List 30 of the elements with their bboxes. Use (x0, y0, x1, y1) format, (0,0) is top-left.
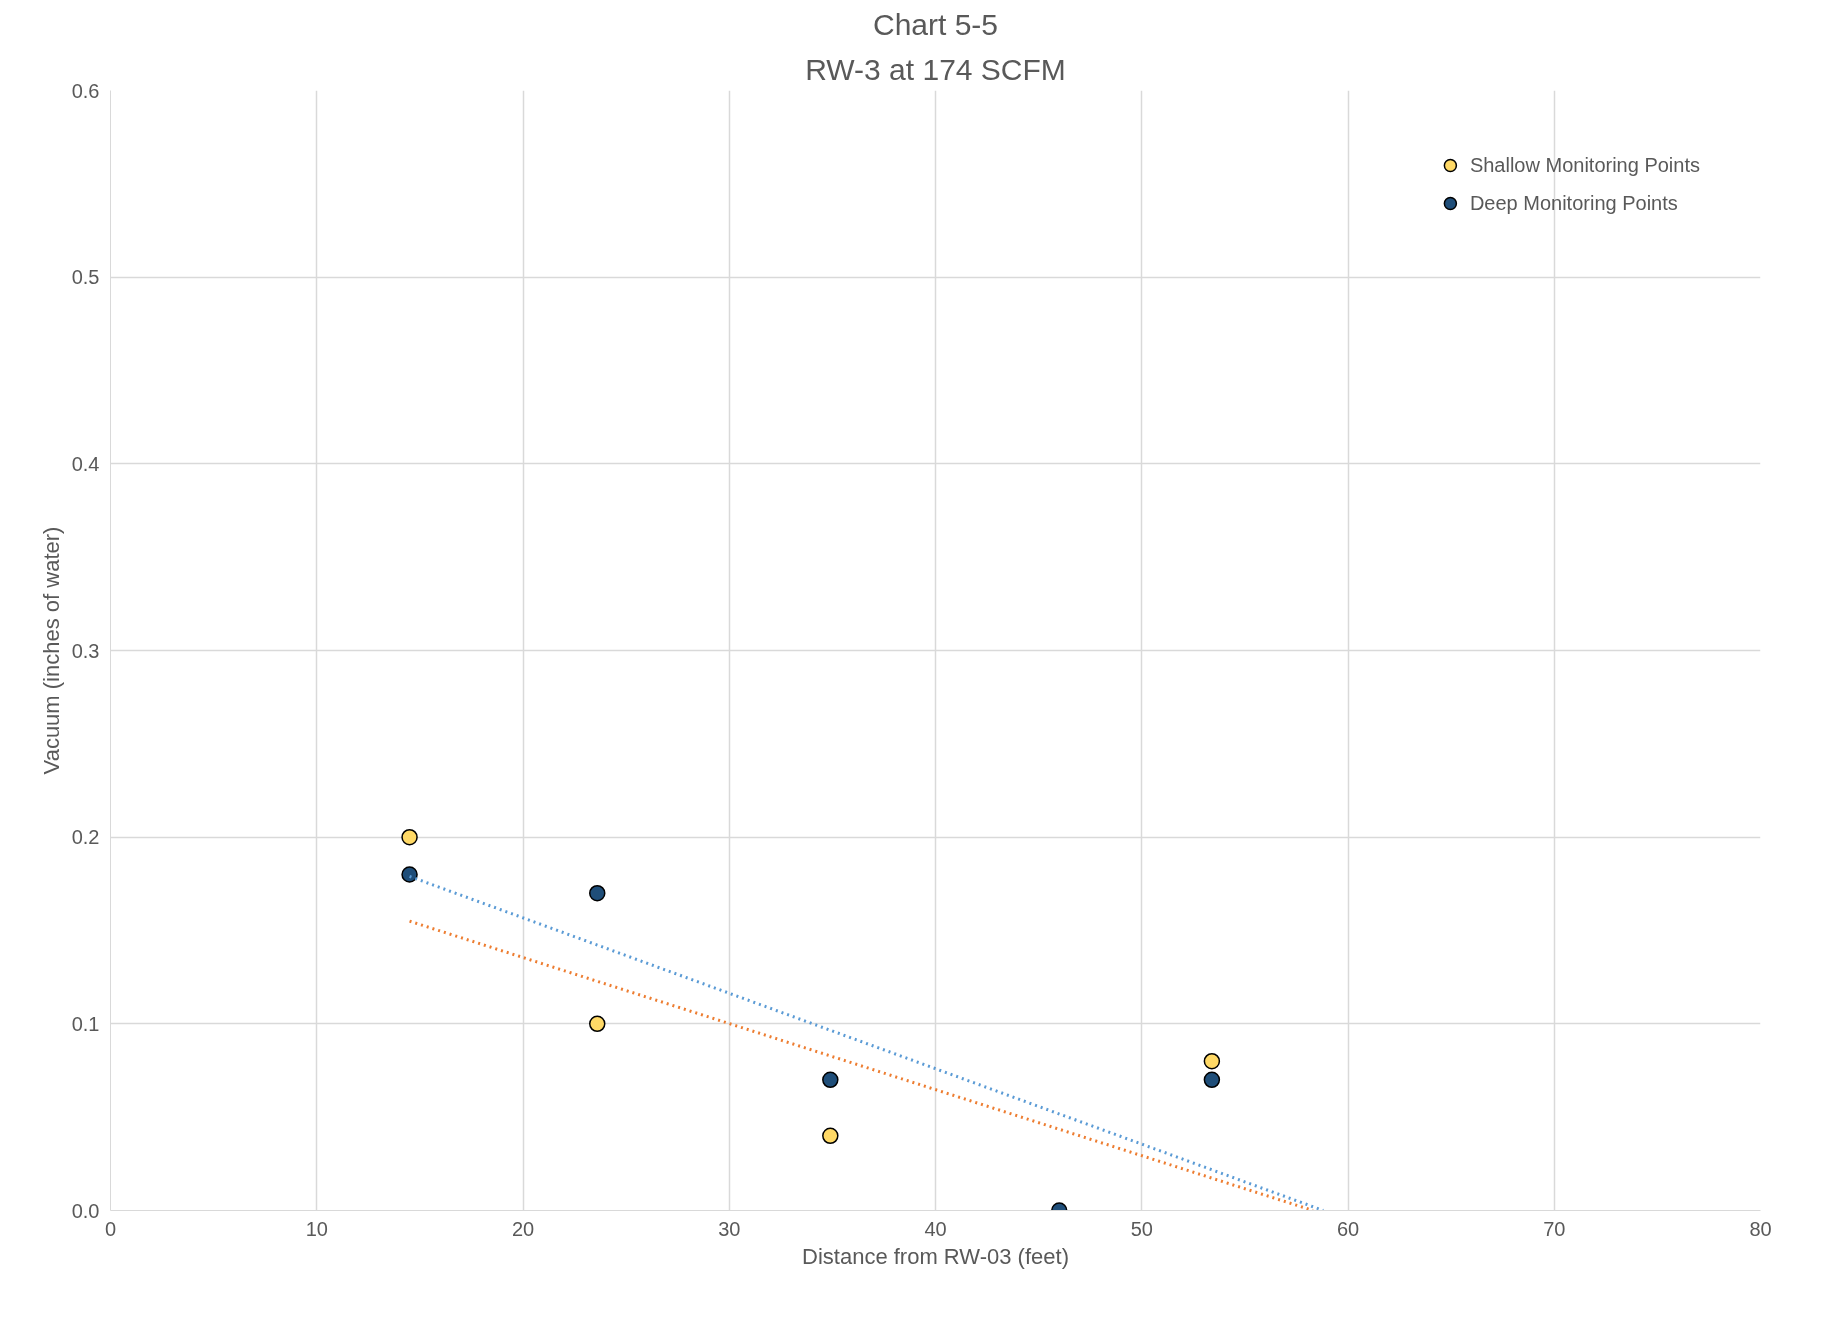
point (401, 828, 418, 846)
x-tick-label: 50 (1130, 1217, 1153, 1240)
point (1203, 1071, 1221, 1089)
y-tick-label: 0.3 (71, 639, 100, 662)
x-tick-label: 80 (1749, 1217, 1772, 1240)
point (822, 1071, 839, 1089)
x-tick-label: 60 (1336, 1217, 1360, 1240)
x-tick-label: 30 (718, 1217, 741, 1240)
x-tick-label: 40 (924, 1217, 947, 1240)
point (1203, 1052, 1221, 1070)
y-tick-label: 0.6 (71, 79, 100, 102)
point (589, 884, 606, 902)
y-tick-label: 0.1 (71, 1012, 100, 1035)
x-tick-label: 10 (305, 1217, 328, 1240)
x-axis-title: Distance from RW-03 (feet) (802, 1243, 1069, 1269)
x-tick-label: 0 (104, 1217, 117, 1240)
chart-subtitle: RW-3 at 174 SCFM (805, 52, 1066, 86)
y-tick-label: 0.2 (71, 826, 100, 849)
y-tick-label: 0.0 (71, 1199, 100, 1222)
chart-title: Chart 5-5 (872, 7, 999, 41)
y-tick-label: 0.4 (71, 452, 100, 475)
point (401, 866, 418, 883)
y-tick-label: 0.5 (71, 266, 100, 289)
point (822, 1127, 839, 1145)
point (589, 1015, 606, 1033)
legend-label: Deep Monitoring Points (1469, 191, 1678, 215)
x-tick-label: 70 (1543, 1217, 1566, 1240)
x-tick-label: 20 (511, 1217, 535, 1240)
y-axis-title: Vacuum (inches of water) (38, 526, 64, 775)
legend-label: Shallow Monitoring Points (1469, 153, 1700, 177)
